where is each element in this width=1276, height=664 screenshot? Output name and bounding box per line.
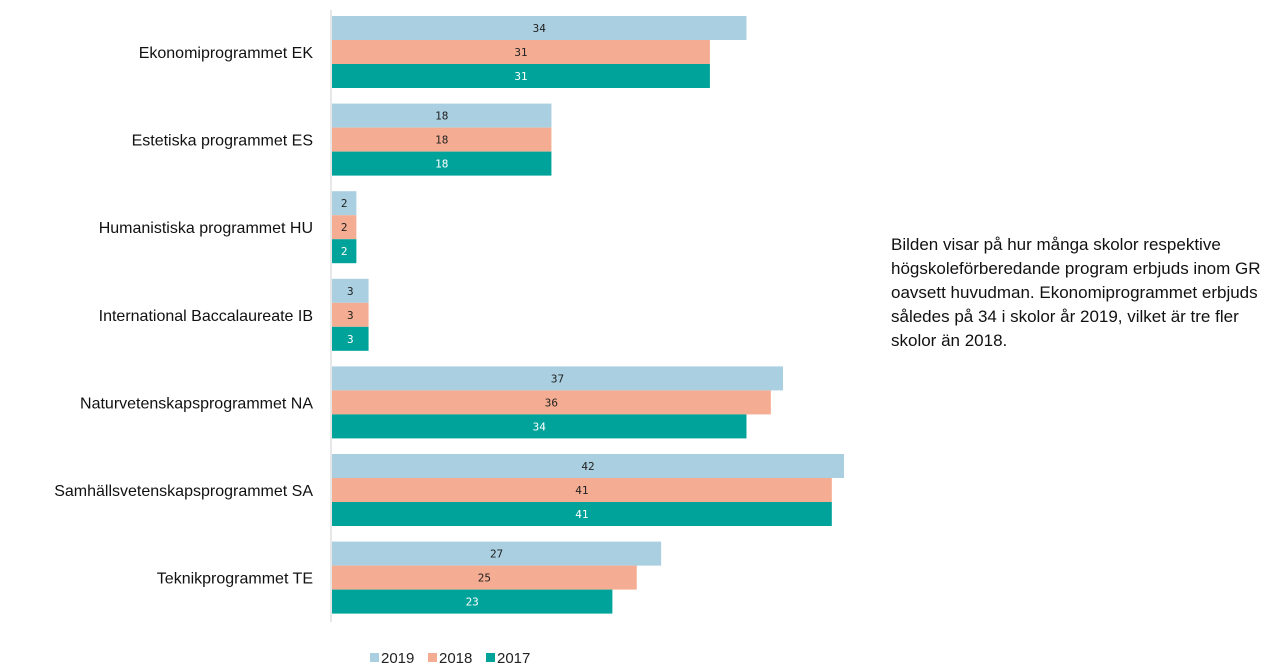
- bar-estetiska-programmet-es-2019: [332, 103, 552, 128]
- bar-teknikprogrammet-te-2019: [332, 541, 662, 566]
- data-label-ekonomiprogrammet-ek-2018: 31: [514, 46, 527, 59]
- bar-ekonomiprogrammet-ek-2018: [332, 40, 710, 64]
- legend-label-2019: 2019: [381, 650, 414, 664]
- category-label: Humanistiska programmet HU: [99, 220, 313, 237]
- bar-teknikprogrammet-te-2018: [332, 565, 637, 590]
- bar-ekonomiprogrammet-ek-2017: [332, 64, 710, 88]
- bar-estetiska-programmet-es-2018: [332, 127, 552, 152]
- data-label-humanistiska-programmet-hu-2017: 2: [341, 245, 348, 258]
- data-label-international-baccalaureate-ib-2018: 3: [347, 309, 354, 322]
- data-label-samh-llsvetenskapsprogrammet-sa-2019: 42: [581, 460, 594, 473]
- bar-ekonomiprogrammet-ek-2019: [332, 16, 747, 40]
- bar-international-baccalaureate-ib-2018: [332, 302, 369, 327]
- data-label-international-baccalaureate-ib-2019: 3: [347, 285, 354, 298]
- data-label-teknikprogrammet-te-2019: 27: [490, 548, 503, 561]
- bar-humanistiska-programmet-hu-2018: [332, 215, 357, 240]
- category-label: Estetiska programmet ES: [132, 133, 313, 150]
- legend-swatch-2018: [428, 653, 437, 662]
- bar-samh-llsvetenskapsprogrammet-sa-2017: [332, 502, 832, 526]
- bar-naturvetenskapsprogrammet-na-2017: [332, 414, 747, 439]
- bar-teknikprogrammet-te-2017: [332, 589, 613, 614]
- data-label-estetiska-programmet-es-2018: 18: [435, 134, 448, 147]
- data-label-ekonomiprogrammet-ek-2019: 34: [533, 22, 547, 35]
- bar-naturvetenskapsprogrammet-na-2019: [332, 366, 784, 391]
- chart-caption: Bilden visar på hur många skolor respekt…: [891, 235, 1261, 350]
- bar-chart: 34 31 31 Ekonomiprogrammet EK 18 18 18 Estetisk…: [54, 10, 844, 664]
- legend-swatch-2017: [486, 653, 495, 662]
- legend-swatch-2019: [370, 653, 379, 662]
- data-label-humanistiska-programmet-hu-2019: 2: [341, 197, 348, 210]
- data-label-teknikprogrammet-te-2017: 23: [466, 596, 479, 609]
- category-label: Samhällsvetenskapsprogrammet SA: [54, 483, 313, 500]
- data-label-estetiska-programmet-es-2019: 18: [435, 110, 448, 123]
- legend-label-2017: 2017: [497, 650, 530, 664]
- bar-naturvetenskapsprogrammet-na-2018: [332, 390, 771, 415]
- legend-label-2018: 2018: [439, 650, 472, 664]
- data-label-samh-llsvetenskapsprogrammet-sa-2018: 41: [575, 484, 588, 497]
- data-label-naturvetenskapsprogrammet-na-2019: 37: [551, 372, 564, 385]
- bar-samh-llsvetenskapsprogrammet-sa-2019: [332, 454, 844, 478]
- data-label-naturvetenskapsprogrammet-na-2017: 34: [533, 420, 547, 433]
- bar-international-baccalaureate-ib-2017: [332, 326, 369, 351]
- data-label-estetiska-programmet-es-2017: 18: [435, 158, 448, 171]
- data-label-teknikprogrammet-te-2018: 25: [478, 572, 491, 585]
- category-label: Teknikprogrammet TE: [157, 571, 313, 588]
- category-label: International Baccalaureate IB: [99, 308, 313, 325]
- category-label: Naturvetenskapsprogrammet NA: [80, 395, 313, 412]
- bar-humanistiska-programmet-hu-2017: [332, 239, 357, 264]
- bar-estetiska-programmet-es-2017: [332, 151, 552, 176]
- data-label-humanistiska-programmet-hu-2018: 2: [341, 221, 348, 234]
- data-label-international-baccalaureate-ib-2017: 3: [347, 333, 354, 346]
- data-label-naturvetenskapsprogrammet-na-2018: 36: [545, 396, 558, 409]
- category-label: Ekonomiprogrammet EK: [139, 45, 314, 62]
- bar-samh-llsvetenskapsprogrammet-sa-2018: [332, 478, 832, 502]
- data-label-ekonomiprogrammet-ek-2017: 31: [514, 70, 527, 83]
- bar-international-baccalaureate-ib-2019: [332, 278, 369, 303]
- data-label-samh-llsvetenskapsprogrammet-sa-2017: 41: [575, 508, 588, 521]
- bar-humanistiska-programmet-hu-2019: [332, 191, 357, 216]
